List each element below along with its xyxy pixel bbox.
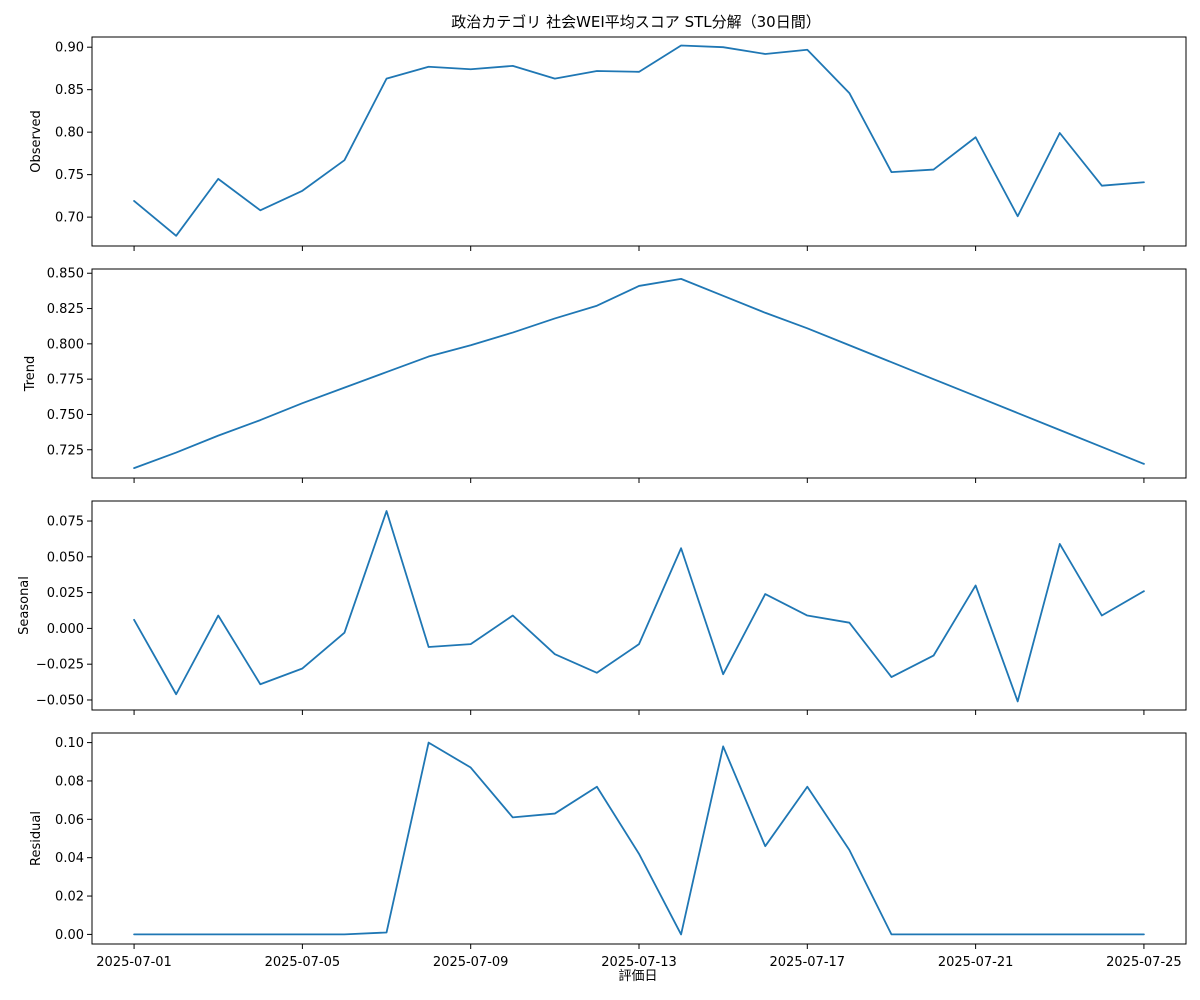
residual-y-tick-label: 0.00 (55, 928, 84, 943)
x-tick-label: 2025-07-09 (433, 955, 509, 970)
observed-y-axis-title: Observed (29, 110, 44, 173)
panel-observed: 0.70 0.75 0.80 0.85 0.90 Observed (29, 36, 1187, 251)
seasonal-y-tick-label: 0.050 (47, 550, 84, 565)
x-tick-label: 2025-07-05 (265, 955, 341, 970)
residual-plot-frame (91, 732, 1187, 945)
residual-y-tick-label: 0.10 (55, 736, 84, 751)
observed-y-tick-label: 0.80 (55, 126, 84, 141)
panel-seasonal: −0.050 −0.025 0.000 0.025 0.050 0.075 Seasonal (17, 500, 1187, 715)
observed-y-tick-label: 0.85 (55, 83, 84, 98)
x-tick-label: 2025-07-21 (938, 955, 1014, 970)
trend-y-tick-label: 0.850 (47, 267, 84, 282)
x-tick-label: 2025-07-25 (1106, 955, 1182, 970)
trend-y-axis-title: Trend (23, 356, 38, 393)
seasonal-y-tick-label: −0.025 (36, 658, 84, 673)
residual-y-tick-label: 0.04 (55, 851, 84, 866)
observed-y-tick-label: 0.70 (55, 211, 84, 226)
seasonal-y-tick-label: −0.050 (36, 693, 84, 708)
seasonal-y-tick-label: 0.000 (47, 622, 84, 637)
observed-plot-frame (91, 36, 1187, 247)
x-tick-label: 2025-07-01 (96, 955, 172, 970)
observed-y-tick-label: 0.75 (55, 168, 84, 183)
residual-y-tick-label: 0.06 (55, 813, 84, 828)
figure-title: 政治カテゴリ 社会WEI平均スコア STL分解（30日間） (451, 13, 820, 31)
trend-y-tick-label: 0.825 (47, 302, 84, 317)
residual-y-tick-label: 0.02 (55, 890, 84, 905)
trend-plot-frame (91, 268, 1187, 479)
trend-y-tick-label: 0.725 (47, 443, 84, 458)
panel-trend: 0.725 0.750 0.775 0.800 0.825 0.850 Trend (23, 267, 1187, 483)
panel-residual: 0.00 0.02 0.04 0.06 0.08 0.10 2025-07-01 2025-0… (29, 732, 1187, 970)
seasonal-y-tick-label: 0.075 (47, 515, 84, 530)
x-tick-label: 2025-07-13 (601, 955, 677, 970)
panels-group: 0.700.750.800.850.90Observed0.7250.7500.… (17, 36, 1187, 970)
x-axis-title: 評価日 (618, 969, 657, 984)
observed-y-tick-label: 0.90 (55, 41, 84, 56)
trend-y-tick-label: 0.800 (47, 337, 84, 352)
seasonal-plot-frame (91, 500, 1187, 711)
residual-y-axis-title: Residual (29, 811, 44, 866)
trend-y-tick-label: 0.750 (47, 408, 84, 423)
seasonal-y-tick-label: 0.025 (47, 586, 84, 601)
seasonal-y-axis-title: Seasonal (17, 576, 32, 635)
residual-y-tick-label: 0.08 (55, 774, 84, 789)
x-tick-label: 2025-07-17 (770, 955, 846, 970)
trend-y-tick-label: 0.775 (47, 373, 84, 388)
